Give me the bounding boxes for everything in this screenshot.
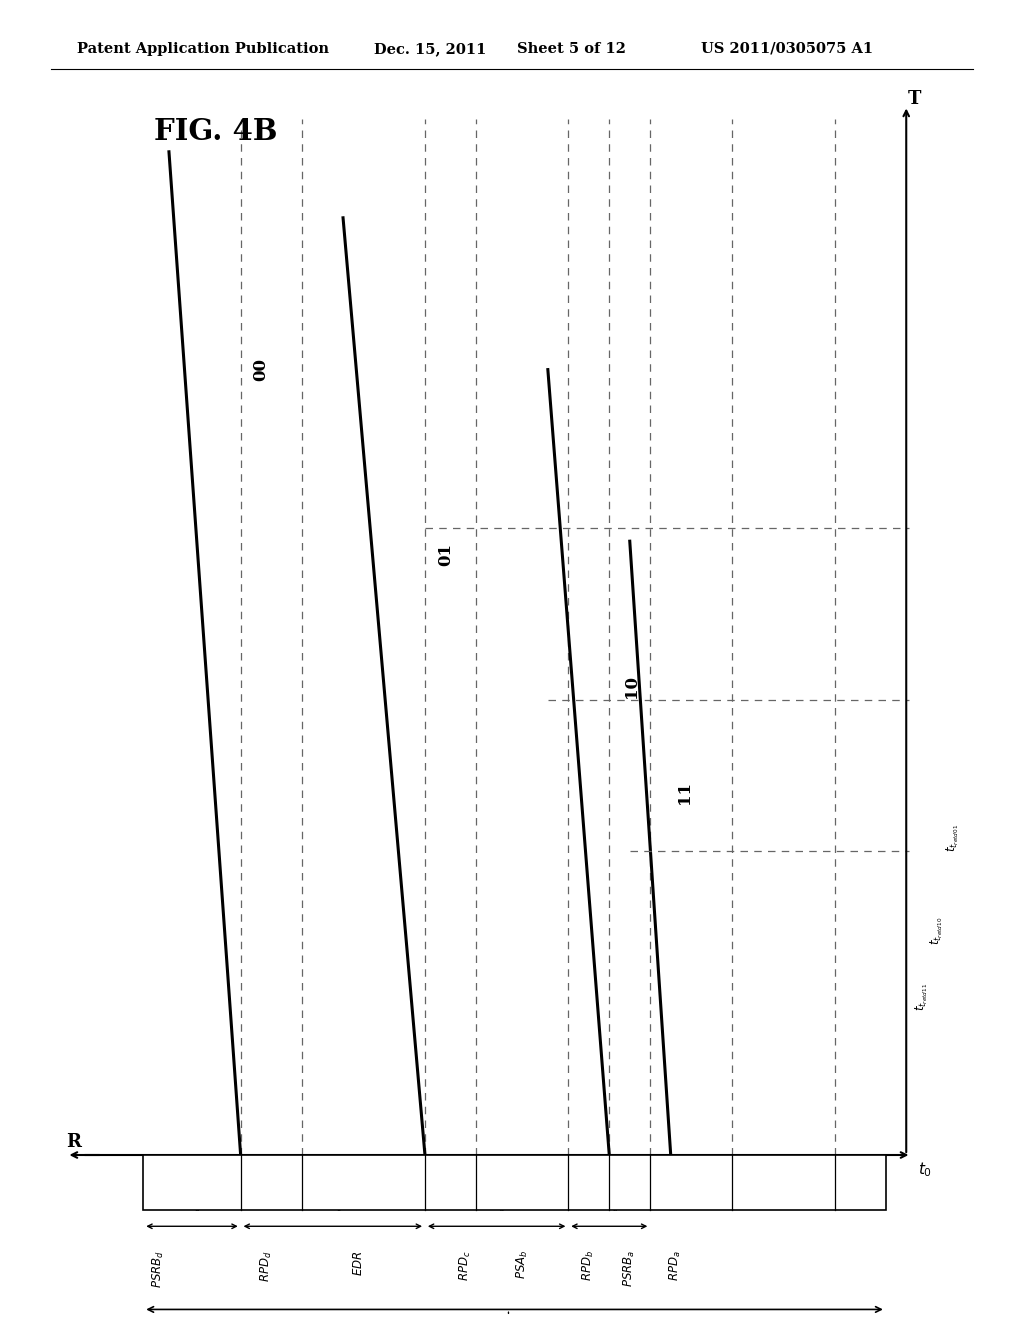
Text: $RPD_{c}$: $RPD_{c}$: [459, 1250, 473, 1280]
Text: 00: 00: [253, 358, 269, 381]
Text: 10: 10: [624, 675, 640, 698]
Text: $Br_{d}$: $Br_{d}$: [182, 1201, 202, 1214]
Text: $RPD_{b}$: $RPD_{b}$: [582, 1250, 596, 1282]
Text: $PSRB_{a}$: $PSRB_{a}$: [623, 1250, 637, 1287]
Text: T: T: [907, 90, 922, 108]
Text: $PSRB_{d}$: $PSRB_{d}$: [152, 1250, 166, 1288]
Text: Dec. 15, 2011: Dec. 15, 2011: [374, 42, 486, 55]
Text: $t_{t_{retd10}}$: $t_{t_{retd10}}$: [929, 916, 945, 945]
Text: Sheet 5 of 12: Sheet 5 of 12: [517, 42, 626, 55]
Text: $RPD_{d}$: $RPD_{d}$: [259, 1250, 273, 1282]
Text: R: R: [67, 1133, 81, 1151]
Text: $t_{t_{retd11}}$: $t_{t_{retd11}}$: [913, 982, 930, 1011]
Text: $PSA_{b}$: $PSA_{b}$: [515, 1250, 529, 1279]
Text: $t_{t_{retd01}}$: $t_{t_{retd01}}$: [944, 824, 961, 853]
Text: $Br_{b}$: $Br_{b}$: [487, 1201, 506, 1214]
Text: $Br_{c}$: $Br_{c}$: [324, 1201, 342, 1214]
Text: $Br_{a}$: $Br_{a}$: [600, 1201, 618, 1214]
Text: $t_0$: $t_0$: [918, 1160, 932, 1179]
Text: Patent Application Publication: Patent Application Publication: [77, 42, 329, 55]
Text: US 2011/0305075 A1: US 2011/0305075 A1: [701, 42, 873, 55]
Text: 11: 11: [676, 780, 692, 804]
Text: $EDR$: $EDR$: [352, 1250, 365, 1275]
Text: FIG. 4B: FIG. 4B: [154, 117, 278, 147]
Text: $RPD_{a}$: $RPD_{a}$: [669, 1250, 683, 1280]
Bar: [143, 1155, 886, 1210]
Text: 01: 01: [437, 543, 454, 566]
